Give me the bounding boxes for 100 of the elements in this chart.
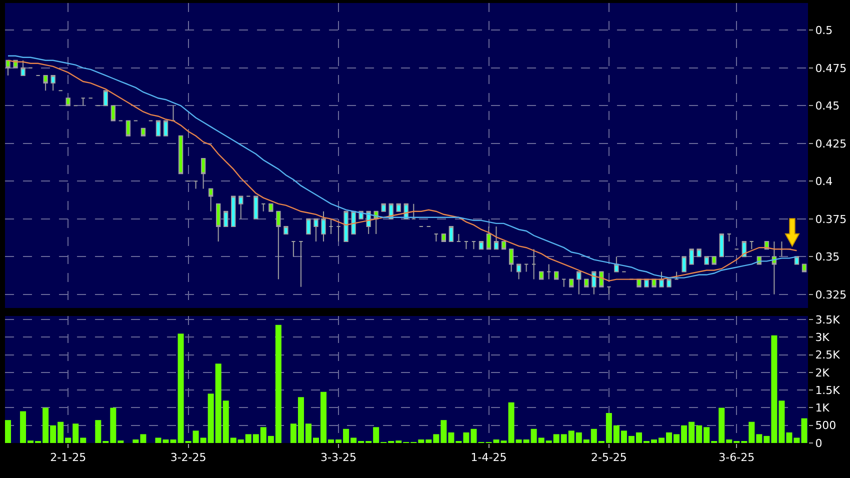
candlestick — [584, 278, 589, 288]
candlestick — [261, 203, 266, 212]
y-tick-label: 3K — [815, 331, 830, 344]
candlestick — [606, 286, 612, 295]
candlestick — [674, 271, 679, 280]
candlestick — [554, 271, 559, 280]
y-tick-label: 0.325 — [815, 288, 847, 302]
candlestick — [516, 264, 522, 280]
x-tick-label: 1-4-25 — [470, 451, 507, 464]
y-tick-label: 0.425 — [815, 137, 847, 150]
candlestick — [434, 234, 439, 242]
y-tick-label: 2.5K — [815, 348, 841, 362]
candlestick — [802, 264, 807, 272]
candlestick — [224, 210, 228, 227]
candlestick — [614, 256, 619, 272]
candlestick — [156, 120, 161, 136]
candlestick — [80, 98, 86, 106]
candlestick — [126, 120, 131, 136]
candlestick — [682, 256, 686, 272]
x-tick-label: 3-3-25 — [320, 451, 356, 464]
candlestick — [666, 278, 672, 288]
bar — [155, 438, 162, 443]
candlestick — [344, 210, 348, 242]
candlestick — [140, 128, 146, 136]
candlestick — [231, 196, 236, 227]
candlestick — [43, 74, 48, 92]
candlestick — [546, 264, 552, 280]
candlestick — [531, 248, 536, 280]
candlestick — [314, 218, 318, 242]
candlestick — [66, 98, 70, 106]
candlestick — [712, 256, 716, 265]
candlestick — [336, 226, 341, 242]
x-tick-label: 3-2-25 — [170, 451, 206, 464]
candlestick — [749, 241, 754, 250]
candlestick — [576, 271, 582, 295]
y-tick-label: 3.5K — [815, 313, 841, 326]
candlestick — [456, 234, 462, 242]
candlestick — [284, 226, 288, 235]
candlestick — [562, 278, 566, 288]
candlestick — [216, 203, 221, 242]
y-tick-label: 0.375 — [815, 212, 847, 226]
y-tick-label: 2K — [815, 366, 830, 380]
candlestick — [411, 203, 416, 220]
candlestick — [200, 158, 206, 190]
candlestick — [178, 135, 184, 174]
candlestick — [719, 234, 724, 258]
candlestick — [381, 203, 386, 212]
candlestick — [689, 248, 694, 265]
candlestick — [351, 210, 356, 235]
y-tick-label: 0.475 — [815, 62, 847, 75]
x-tick-label: 3-6-25 — [718, 451, 755, 464]
candlestick — [569, 278, 574, 288]
x-tick-label: 2-5-25 — [590, 451, 627, 464]
candlestick — [268, 203, 274, 212]
candlestick — [652, 278, 656, 288]
candlestick — [238, 196, 244, 220]
x-tick-label: 2-1-25 — [50, 451, 86, 464]
candlestick — [441, 234, 446, 242]
candlestick — [471, 241, 476, 250]
candlestick — [524, 264, 529, 272]
y-tick-label: 0.35 — [815, 250, 840, 264]
candlestick — [696, 248, 702, 258]
candlestick — [494, 226, 499, 250]
candlestick — [50, 74, 56, 92]
y-tick-label: 0 — [815, 436, 822, 450]
candlestick — [508, 248, 514, 272]
candlestick — [6, 60, 10, 76]
candlestick — [659, 271, 664, 288]
y-tick-label: 0.4 — [815, 175, 833, 188]
candlestick — [726, 234, 732, 242]
candlestick — [538, 271, 544, 280]
candlestick — [170, 105, 176, 122]
candlestick — [636, 278, 642, 288]
candlestick — [321, 210, 326, 242]
y-tick-label: 0.5 — [815, 24, 833, 38]
candlestick — [644, 278, 649, 288]
candlestick — [20, 60, 26, 76]
candlestick — [110, 105, 116, 122]
candlestick — [306, 218, 311, 235]
candlestick — [276, 210, 281, 280]
candlestick — [478, 241, 484, 250]
y-tick-label: 1K — [815, 402, 830, 415]
candlestick — [772, 241, 777, 295]
candlestick — [298, 241, 304, 288]
candlestick — [193, 180, 198, 190]
y-tick-label: 500 — [815, 419, 836, 432]
candlestick — [103, 90, 108, 106]
candlestick — [208, 188, 214, 212]
candlestick — [592, 271, 596, 295]
candlestick — [501, 241, 506, 250]
candlestick — [163, 120, 168, 136]
candlestick — [291, 241, 296, 258]
candlestick — [464, 241, 469, 250]
candlestick — [599, 271, 604, 288]
candlestick — [254, 196, 258, 220]
candlestick — [486, 226, 492, 250]
candlestick — [448, 226, 454, 242]
candlestick — [704, 256, 709, 265]
y-tick-label: 1.5K — [815, 384, 841, 397]
candlestick — [328, 218, 334, 235]
